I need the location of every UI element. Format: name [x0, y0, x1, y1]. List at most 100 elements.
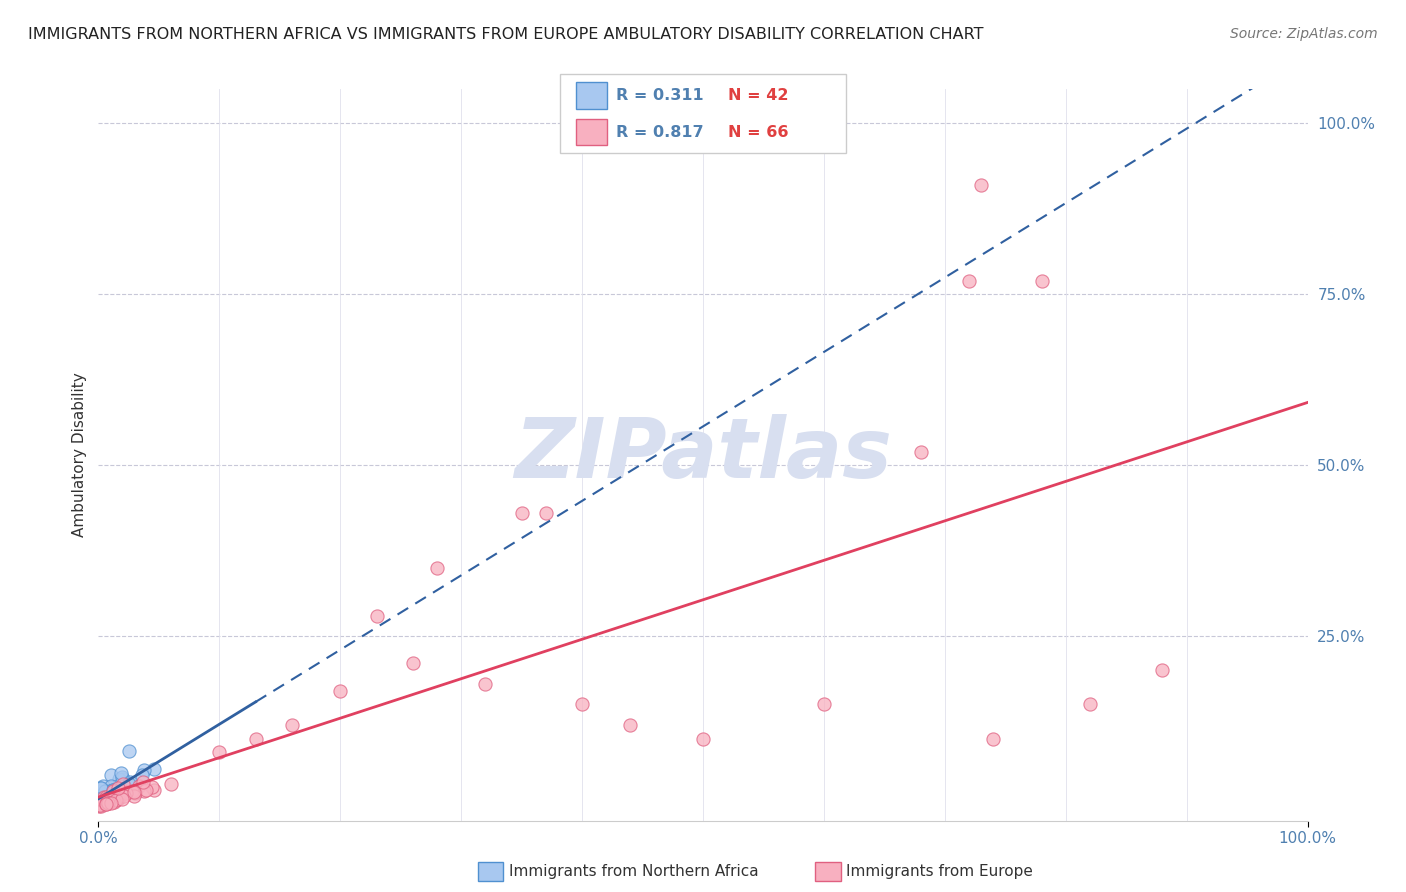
Point	[97, 796, 120, 810]
Text: R = 0.311: R = 0.311	[616, 88, 703, 103]
Point	[111, 777, 134, 791]
Point	[89, 781, 111, 796]
Point	[98, 794, 121, 808]
Point	[122, 789, 145, 804]
Point	[118, 777, 141, 791]
Text: Source: ZipAtlas.com: Source: ZipAtlas.com	[1230, 27, 1378, 41]
Point	[107, 783, 129, 797]
Text: N = 66: N = 66	[728, 125, 789, 139]
Point	[89, 798, 111, 813]
Text: ZIPatlas: ZIPatlas	[515, 415, 891, 495]
Point	[124, 786, 146, 800]
Point	[134, 784, 156, 798]
Point	[96, 794, 118, 808]
Point	[366, 608, 388, 623]
Y-axis label: Ambulatory Disability: Ambulatory Disability	[72, 373, 87, 537]
Point	[103, 784, 125, 798]
Point	[619, 718, 641, 732]
Point	[89, 791, 111, 805]
Point	[104, 793, 127, 807]
Point	[87, 783, 110, 797]
Point	[1152, 663, 1174, 677]
Point	[94, 793, 117, 807]
Point	[100, 789, 122, 803]
Point	[120, 774, 142, 789]
Point	[135, 783, 157, 797]
Point	[141, 780, 163, 794]
Point	[105, 784, 128, 798]
Point	[100, 796, 122, 810]
Point	[159, 777, 181, 791]
Point	[245, 731, 267, 746]
Point	[104, 789, 127, 804]
Point	[104, 785, 127, 799]
Point	[1078, 698, 1101, 712]
Point	[107, 780, 129, 795]
Point	[117, 777, 139, 791]
Point	[510, 506, 533, 520]
Point	[94, 792, 117, 806]
Point	[329, 683, 352, 698]
Point	[104, 784, 127, 798]
Point	[1031, 274, 1053, 288]
Point	[108, 772, 131, 787]
Text: Immigrants from Europe: Immigrants from Europe	[846, 864, 1033, 879]
Point	[91, 794, 114, 808]
Point	[402, 657, 425, 671]
Point	[910, 444, 932, 458]
Point	[90, 798, 112, 813]
Point	[111, 792, 134, 806]
Point	[970, 178, 993, 192]
Point	[91, 794, 114, 808]
Point	[94, 797, 117, 811]
Point	[104, 783, 127, 797]
Point	[115, 786, 138, 800]
Point	[112, 789, 135, 803]
Point	[118, 785, 141, 799]
Point	[94, 793, 117, 807]
Point	[208, 745, 231, 759]
Point	[97, 790, 120, 805]
Text: N = 42: N = 42	[728, 88, 789, 103]
Point	[89, 796, 111, 810]
Point	[97, 790, 120, 805]
Point	[813, 698, 835, 712]
Point	[115, 785, 138, 799]
Point	[105, 782, 128, 797]
Point	[103, 795, 125, 809]
Point	[94, 795, 117, 809]
Point	[105, 787, 128, 801]
Text: IMMIGRANTS FROM NORTHERN AFRICA VS IMMIGRANTS FROM EUROPE AMBULATORY DISABILITY : IMMIGRANTS FROM NORTHERN AFRICA VS IMMIG…	[28, 27, 984, 42]
Point	[108, 789, 131, 804]
Point	[91, 779, 114, 793]
Point	[534, 506, 557, 520]
Point	[571, 698, 593, 712]
Point	[94, 797, 117, 812]
Point	[118, 744, 141, 758]
Point	[104, 793, 127, 807]
Point	[101, 783, 124, 797]
Point	[122, 785, 145, 799]
Point	[100, 779, 122, 793]
Point	[110, 766, 132, 780]
Point	[114, 780, 136, 795]
Point	[93, 793, 115, 807]
Point	[107, 792, 129, 806]
Point	[96, 795, 118, 809]
Point	[124, 784, 146, 798]
Point	[121, 783, 143, 797]
Point	[426, 560, 449, 574]
Point	[128, 779, 150, 793]
Point	[143, 762, 166, 776]
Point	[89, 797, 111, 812]
Text: Immigrants from Northern Africa: Immigrants from Northern Africa	[509, 864, 759, 879]
Point	[100, 768, 122, 782]
Point	[112, 781, 135, 796]
Point	[87, 796, 110, 810]
Point	[131, 775, 153, 789]
Point	[474, 677, 496, 691]
Point	[957, 274, 980, 288]
Point	[132, 763, 155, 777]
Point	[101, 783, 124, 797]
Text: R = 0.817: R = 0.817	[616, 125, 703, 139]
